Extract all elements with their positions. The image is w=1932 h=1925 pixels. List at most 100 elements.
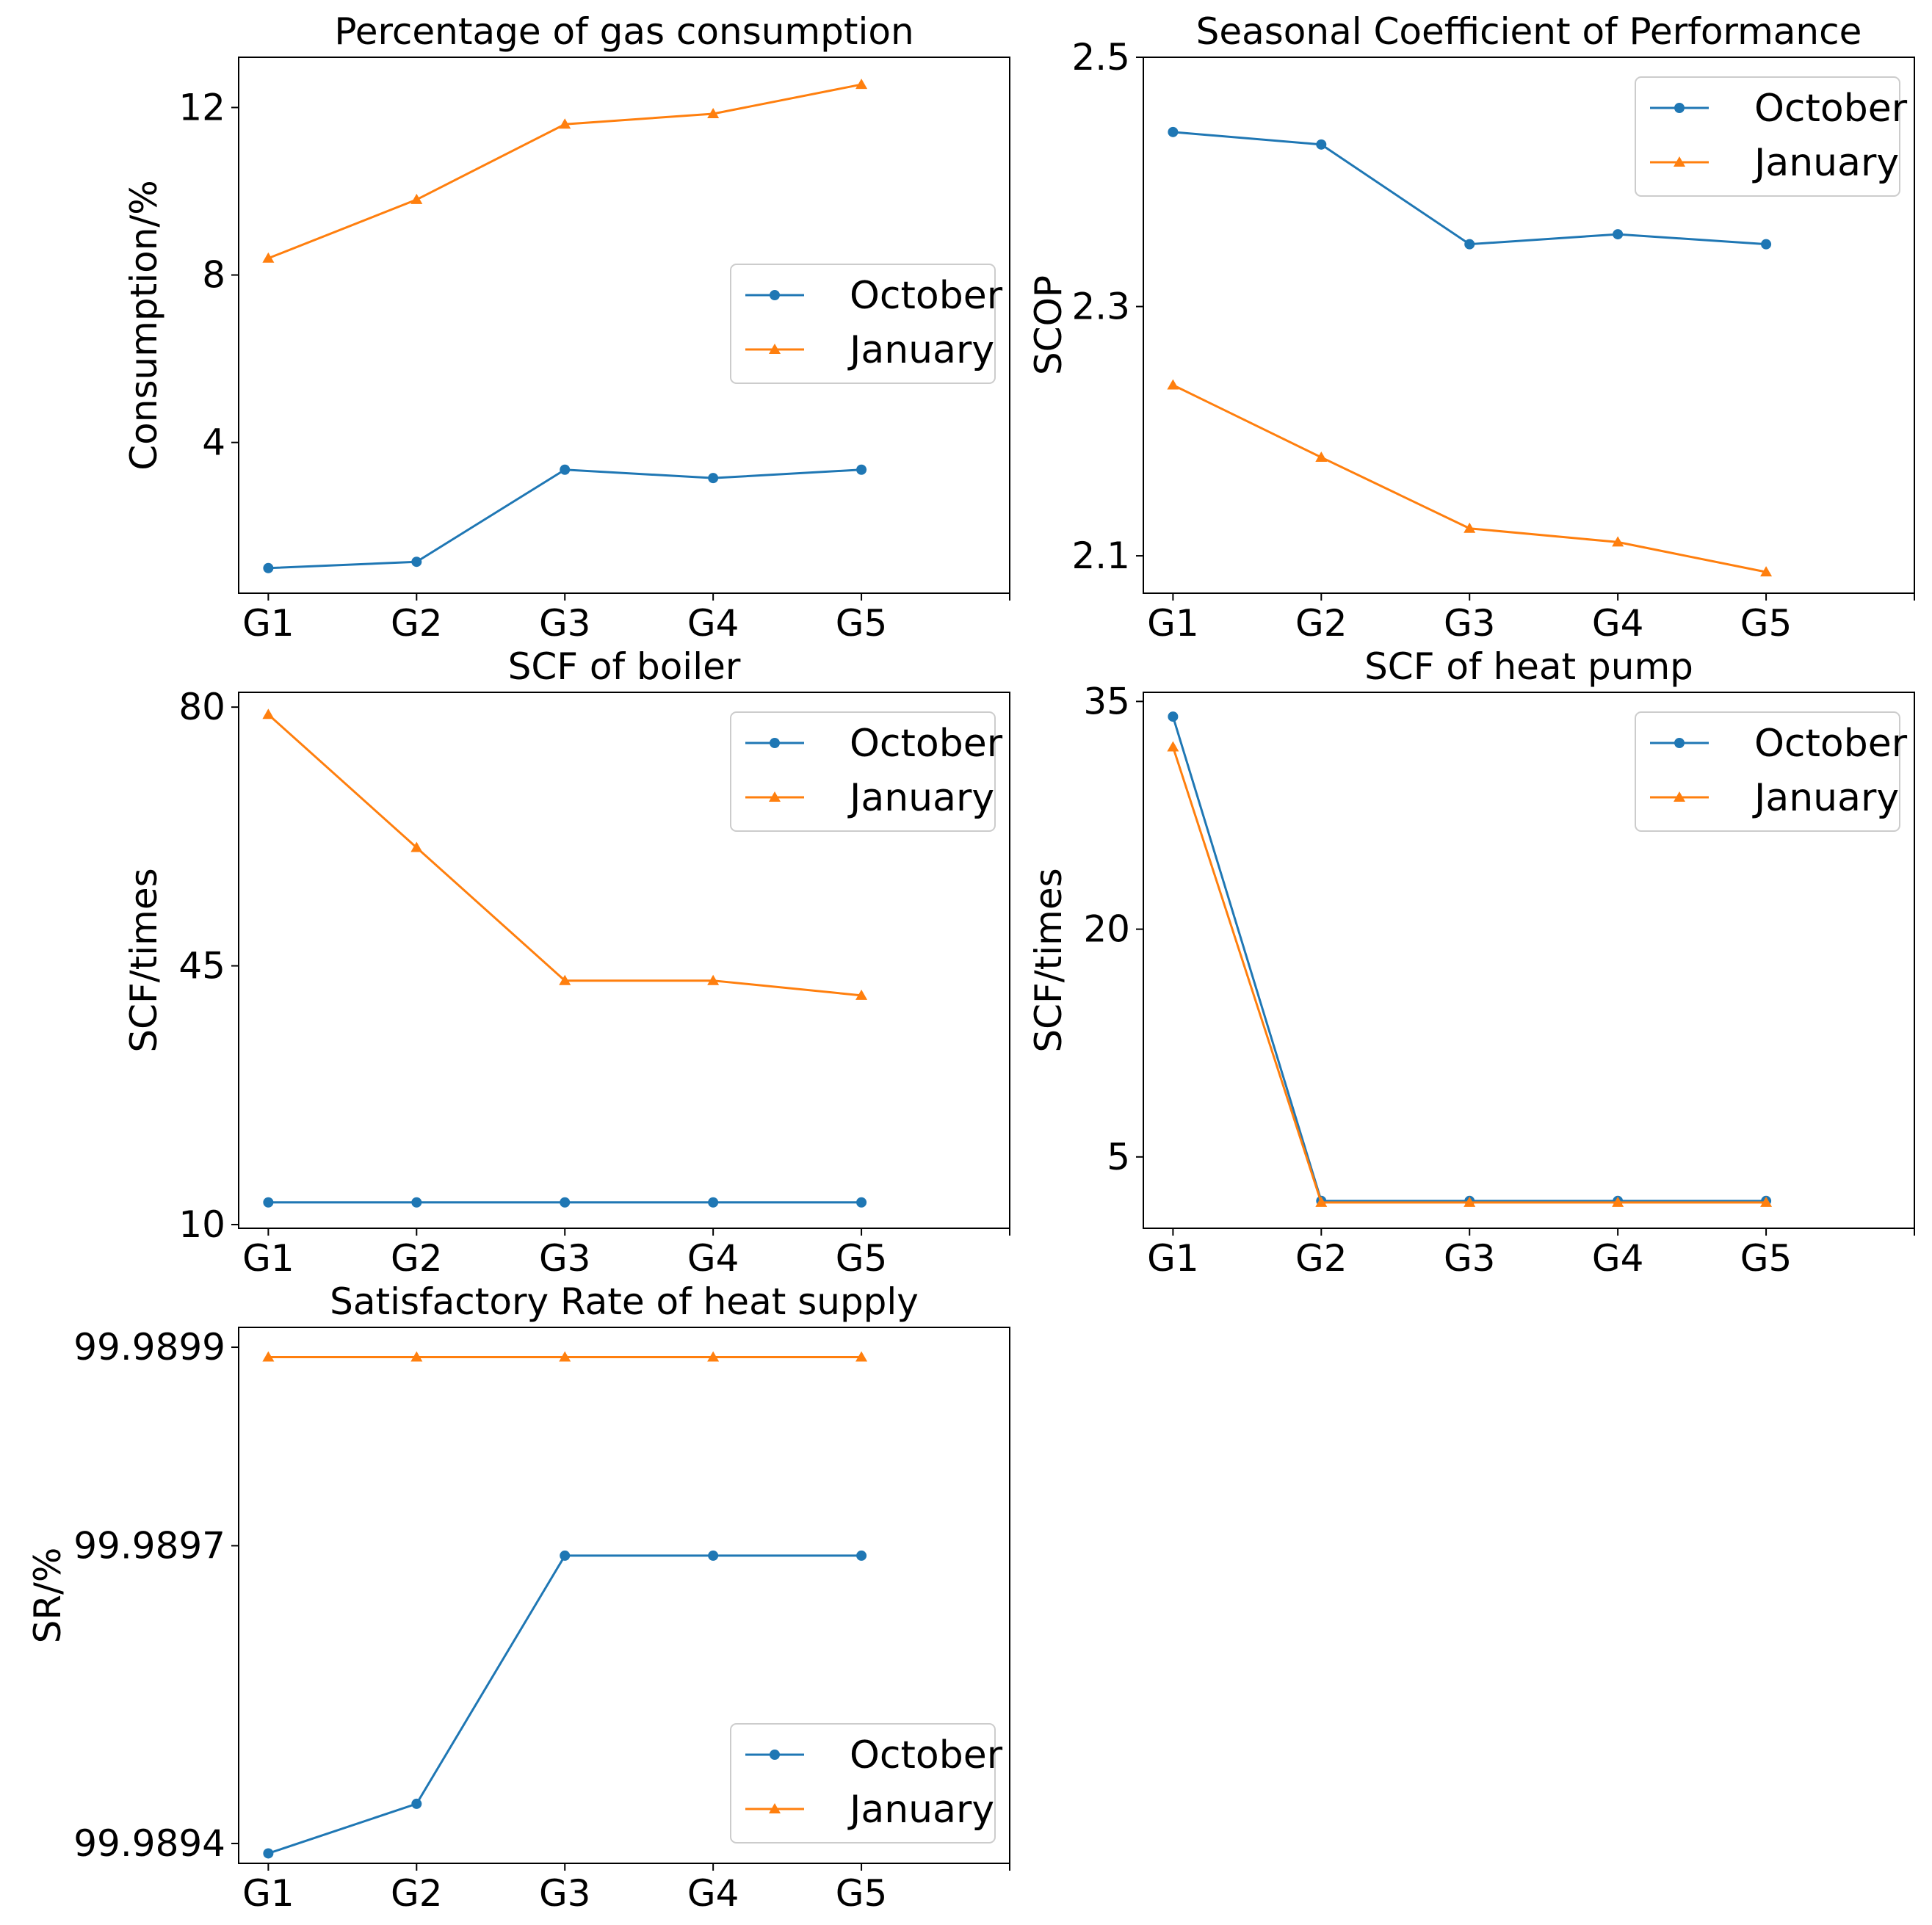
y-tick-label: 5: [1107, 1136, 1130, 1178]
subplot-4: SCF of heat pump SCF/times G1 G2 G3 G4 G5 5 20 35…: [1027, 645, 1915, 1280]
data-point: [263, 1197, 274, 1208]
data-point: [855, 79, 868, 90]
plot-frame: [238, 692, 1010, 1229]
data-point: [707, 974, 720, 985]
legend-label: October: [850, 274, 1003, 318]
legend-label: January: [1752, 141, 1899, 185]
legend: October January: [1635, 76, 1908, 197]
series-line: [268, 468, 862, 570]
data-point: [707, 107, 720, 118]
y-tick-label: 35: [1083, 680, 1130, 722]
data-point: [1167, 379, 1179, 390]
data-point: [856, 1197, 867, 1208]
data-point: [1761, 239, 1772, 250]
data-point: [1167, 741, 1179, 752]
legend: October January: [730, 711, 1003, 832]
data-point: [410, 841, 423, 852]
legend-label: January: [1752, 776, 1899, 820]
x-tick-label: G3: [539, 602, 591, 645]
data-point: [411, 557, 422, 568]
data-point: [855, 989, 868, 1000]
y-tick-label: 8: [202, 254, 225, 297]
data-point: [262, 1351, 275, 1362]
legend-marker: [1674, 156, 1685, 167]
y-axis-label: SR/%: [26, 1548, 69, 1644]
series-january: [1167, 379, 1773, 577]
y-tick-label: 99.9899: [73, 1326, 225, 1368]
y-tick-label: 2.5: [1071, 36, 1130, 79]
data-point: [707, 1351, 720, 1362]
y-tick-label: 80: [178, 686, 225, 728]
y-axis-label: SCOP: [1027, 275, 1070, 375]
x-tick-label: G4: [1592, 1237, 1644, 1280]
legend: October January: [730, 1723, 1003, 1844]
data-point: [559, 974, 571, 985]
x-tick-label: G5: [1740, 1237, 1792, 1280]
y-tick-label: 99.9894: [73, 1822, 225, 1865]
legend-label: October: [1754, 722, 1908, 766]
x-tick-label: G3: [1444, 1237, 1496, 1280]
legend-entry: October: [745, 1733, 1003, 1777]
data-point: [1315, 1196, 1328, 1207]
legend-entry: January: [745, 776, 994, 820]
legend-entry: January: [745, 328, 994, 372]
data-point: [263, 562, 274, 573]
x-tick-label: G5: [836, 1237, 888, 1280]
x-tick-label: G1: [1147, 602, 1199, 645]
series-october: [263, 1197, 867, 1208]
data-point: [1612, 536, 1624, 547]
legend-marker: [769, 791, 781, 802]
x-tick-label: G2: [391, 1237, 443, 1280]
legend-marker: [770, 290, 780, 300]
y-tick-label: 2.3: [1071, 286, 1130, 328]
x-tick-label: G2: [391, 602, 443, 645]
legend-marker: [769, 1803, 781, 1813]
data-point: [410, 193, 423, 204]
x-tick-label: G5: [836, 1872, 888, 1915]
x-tick-label: G1: [242, 1872, 294, 1915]
y-tick-label: 20: [1083, 908, 1130, 951]
data-point: [1464, 239, 1475, 250]
x-tick-label: G3: [539, 1872, 591, 1915]
series-october: [263, 1550, 867, 1859]
data-point: [856, 464, 867, 475]
legend-label: January: [847, 1788, 994, 1832]
data-point: [411, 1197, 422, 1208]
y-axis-label: SCF/times: [1027, 868, 1070, 1052]
data-point: [1464, 1196, 1476, 1207]
subplot-2: Seasonal Coefficient of Performance SCOP G…: [1027, 10, 1915, 645]
x-tick-label: G5: [836, 602, 888, 645]
series-january: [262, 1351, 868, 1362]
plot-frame: [238, 1327, 1010, 1864]
y-tick-label: 99.9897: [73, 1524, 225, 1567]
legend-entry: January: [1650, 141, 1899, 185]
legend-label: January: [847, 328, 994, 372]
y-tick-label: 12: [178, 86, 225, 128]
x-tick-label: G2: [391, 1872, 443, 1915]
legend-label: October: [850, 722, 1003, 766]
legend-label: January: [847, 776, 994, 820]
data-point: [560, 1197, 571, 1208]
data-point: [263, 1848, 274, 1859]
data-point: [1316, 139, 1327, 150]
x-tick-label: G1: [242, 602, 294, 645]
x-tick-label: G5: [1740, 602, 1792, 645]
data-point: [410, 1351, 423, 1362]
chart-title: SCF of heat pump: [1364, 645, 1693, 688]
x-tick-label: G4: [687, 1237, 739, 1280]
data-point: [560, 1550, 571, 1561]
legend-entry: October: [745, 274, 1003, 318]
legend-marker: [770, 1750, 780, 1760]
chart-title: Percentage of gas consumption: [334, 10, 913, 53]
x-tick-label: G4: [687, 1872, 739, 1915]
chart-title: SCF of boiler: [508, 645, 741, 688]
data-point: [411, 1798, 422, 1809]
x-tick-label: G1: [242, 1237, 294, 1280]
data-point: [708, 1550, 719, 1561]
series-october: [263, 464, 867, 573]
y-tick-label: 10: [178, 1203, 225, 1246]
x-tick-label: G3: [1444, 602, 1496, 645]
legend-entry: October: [745, 722, 1003, 766]
data-point: [1168, 126, 1179, 137]
legend-marker: [770, 738, 780, 748]
